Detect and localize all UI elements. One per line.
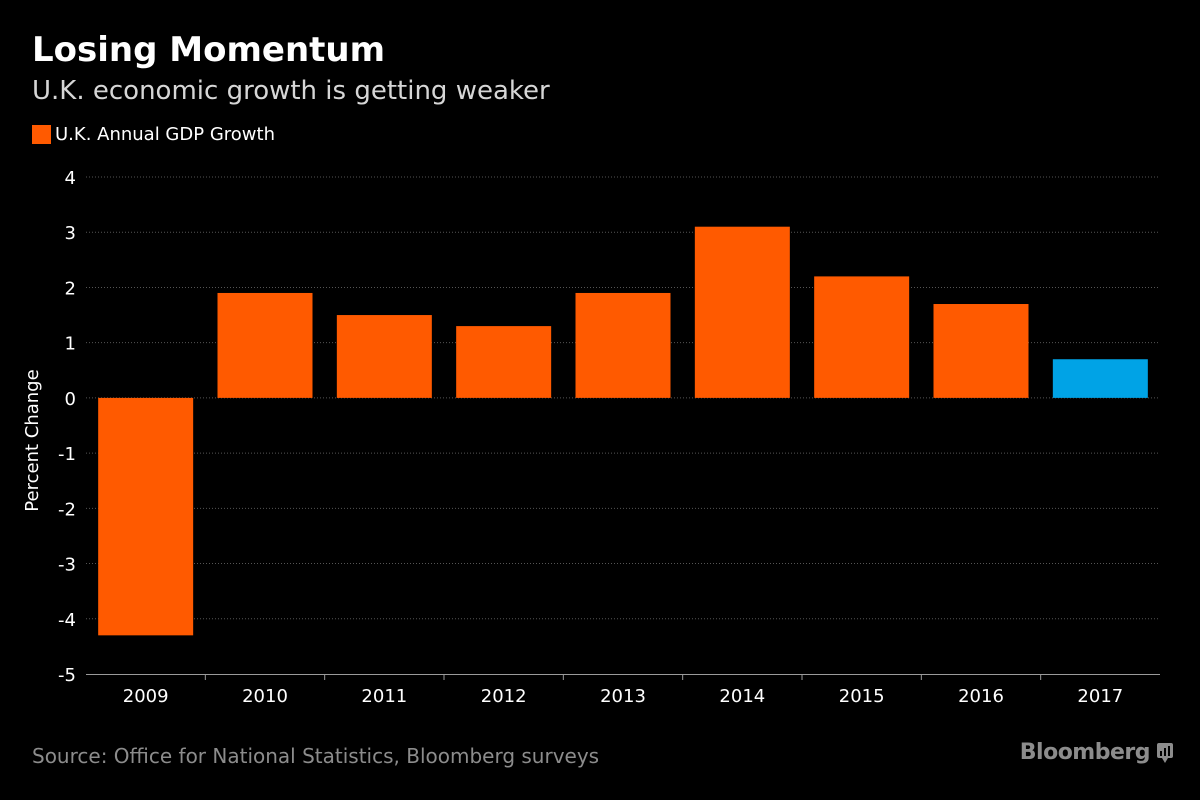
legend-label: U.K. Annual GDP Growth [55,124,275,145]
x-tick-label: 2010 [242,686,288,707]
y-tick-label: 0 [65,389,76,410]
source-note: Source: Office for National Statistics, … [32,744,600,768]
bloomberg-terminal-icon [1157,742,1173,763]
bar-2016 [933,304,1029,398]
x-tick-label: 2017 [1077,686,1123,707]
bar-2012 [456,326,552,398]
chart-title: Losing Momentum [32,30,386,70]
legend-swatch [32,125,51,144]
y-tick-label: 3 [65,223,76,244]
y-tick-label: 1 [65,334,76,355]
y-axis-title: Percent Change [22,369,43,511]
bar-2009 [98,397,194,636]
bar-2017 [1052,359,1148,398]
legend: U.K. Annual GDP Growth [32,124,275,145]
y-tick-label: 4 [65,168,76,189]
bar-2015 [814,276,910,398]
bars [98,226,1148,636]
bar-2010 [217,292,313,398]
y-tick-label: 2 [65,278,76,299]
x-tick-label: 2015 [839,686,885,707]
x-tick-label: 2011 [361,686,407,707]
bar-2011 [336,315,432,398]
axes [86,674,1160,680]
x-tick-label: 2016 [958,686,1004,707]
y-tick-label: -3 [58,555,76,576]
x-tick-label: 2012 [481,686,527,707]
x-tick-label: 2009 [123,686,169,707]
tick-labels: 4 3 2 1 0 -1 -2 -3 -4 -5 2009 2010 2011 2012 2013 2014 2… [22,168,1123,707]
y-tick-label: -5 [58,665,76,686]
y-tick-label: -4 [58,610,76,631]
chart-subtitle: U.K. economic growth is getting weaker [32,76,550,106]
brand-logo: Bloomberg [1020,740,1174,765]
x-tick-label: 2013 [600,686,646,707]
bar-2014 [694,226,790,398]
y-tick-label: -2 [58,499,76,520]
x-tick-label: 2014 [719,686,765,707]
bar-2013 [575,292,671,398]
brand-name: Bloomberg [1019,740,1151,765]
y-tick-label: -1 [58,444,76,465]
